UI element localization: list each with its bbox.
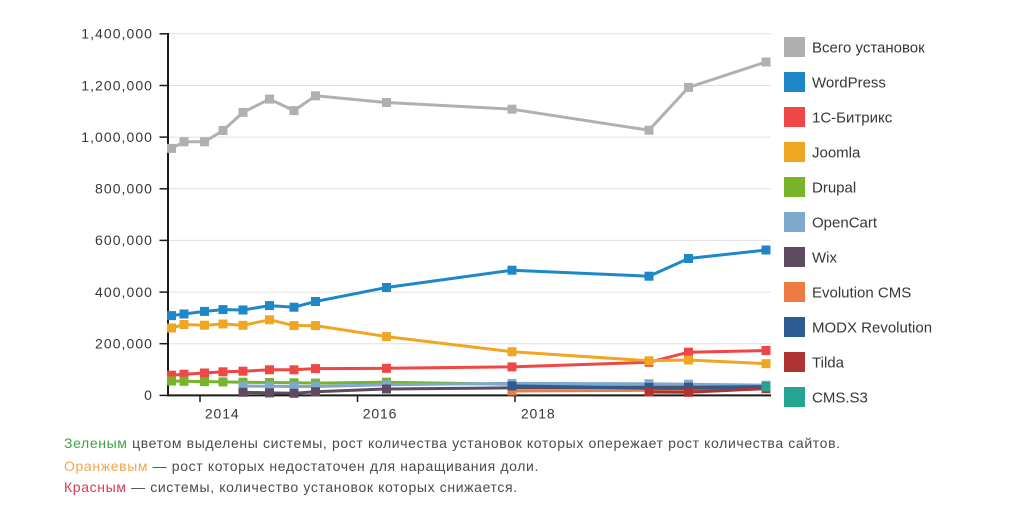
svg-text:1,000,000: 1,000,000: [81, 129, 153, 145]
svg-text:WordPress: WordPress: [812, 75, 886, 92]
svg-text:1,400,000: 1,400,000: [81, 26, 153, 42]
svg-text:0: 0: [144, 387, 153, 403]
svg-text:200,000: 200,000: [95, 336, 153, 352]
svg-text:600,000: 600,000: [95, 232, 153, 248]
svg-text:2018: 2018: [521, 405, 556, 421]
svg-text:800,000: 800,000: [95, 181, 153, 197]
svg-text:Всего установок: Всего установок: [812, 40, 925, 57]
svg-text:1,200,000: 1,200,000: [81, 77, 153, 93]
svg-text:CMS.S3: CMS.S3: [812, 390, 868, 407]
svg-text:Wix: Wix: [812, 250, 837, 267]
svg-text:Drupal: Drupal: [812, 180, 856, 197]
svg-text:Evolution CMS: Evolution CMS: [812, 285, 911, 302]
svg-text:400,000: 400,000: [95, 284, 153, 300]
svg-text:Tilda: Tilda: [812, 355, 845, 372]
svg-text:Joomla: Joomla: [812, 145, 861, 162]
svg-text:OpenCart: OpenCart: [812, 215, 878, 232]
svg-text:2014: 2014: [205, 405, 240, 421]
svg-text:MODX Revolution: MODX Revolution: [812, 320, 932, 337]
svg-text:1С-Битрикс: 1С-Битрикс: [812, 110, 893, 127]
svg-text:2016: 2016: [363, 405, 398, 421]
